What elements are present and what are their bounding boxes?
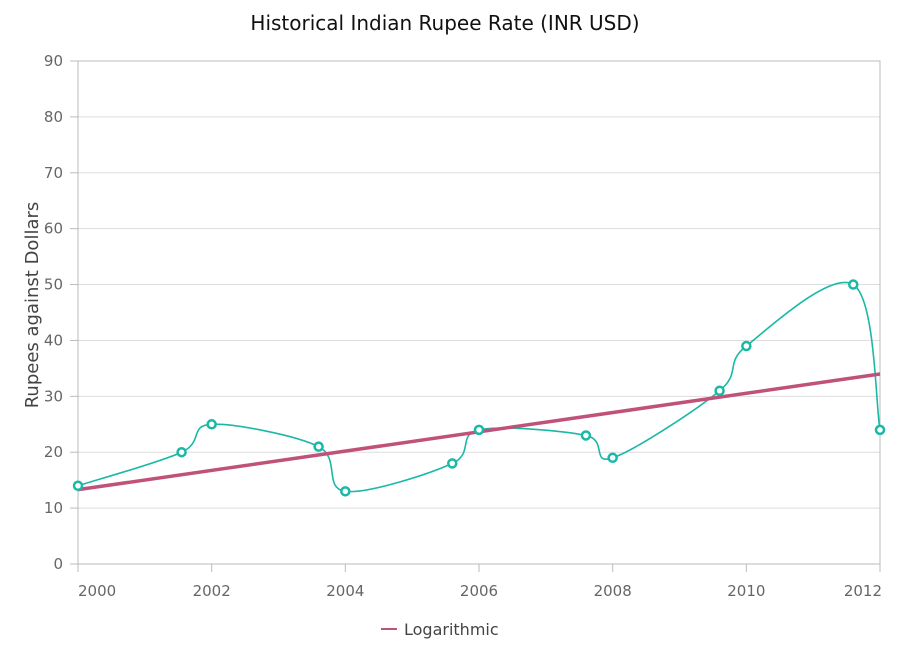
data-point[interactable] bbox=[848, 279, 859, 290]
data-point[interactable] bbox=[741, 340, 752, 352]
data-point[interactable] bbox=[176, 446, 187, 458]
y-tick-label: 90 bbox=[44, 52, 63, 70]
y-tick-label: 50 bbox=[44, 276, 63, 294]
x-tick-label: 2000 bbox=[78, 582, 116, 600]
x-tick-label: 2010 bbox=[727, 582, 765, 600]
x-axis-ticks: 2000 2002 2004 2006 2008 2010 2012 bbox=[77, 564, 882, 600]
data-point[interactable] bbox=[72, 480, 84, 492]
series-layer bbox=[77, 281, 881, 493]
data-point[interactable] bbox=[607, 452, 618, 464]
marker-layer bbox=[72, 279, 886, 497]
data-point[interactable] bbox=[473, 424, 485, 436]
y-tick-label: 70 bbox=[44, 164, 63, 182]
data-point[interactable] bbox=[313, 441, 324, 452]
data-point[interactable] bbox=[714, 385, 725, 396]
chart-title: Historical Indian Rupee Rate (INR USD) bbox=[250, 11, 639, 35]
data-point[interactable] bbox=[580, 430, 592, 441]
x-tick-label: 2012 bbox=[844, 582, 882, 600]
y-axis-ticks: 0 10 20 30 40 50 60 70 80 90 bbox=[44, 52, 78, 573]
data-point[interactable] bbox=[874, 424, 886, 436]
x-tick-label: 2008 bbox=[594, 582, 632, 600]
x-tick-label: 2004 bbox=[326, 582, 364, 600]
y-tick-label: 20 bbox=[44, 443, 63, 461]
y-tick-label: 10 bbox=[44, 499, 63, 517]
y-tick-label: 30 bbox=[44, 387, 63, 405]
y-axis-title: Rupees against Dollars bbox=[22, 202, 43, 409]
series-line bbox=[77, 281, 881, 493]
grid-lines bbox=[78, 116, 880, 509]
y-tick-label: 60 bbox=[44, 220, 63, 238]
plot-frame bbox=[77, 60, 881, 565]
y-tick-label: 80 bbox=[44, 108, 63, 126]
data-point[interactable] bbox=[340, 486, 351, 497]
y-tick-label: 0 bbox=[53, 555, 63, 573]
legend[interactable]: Logarithmic bbox=[381, 620, 499, 639]
data-point[interactable] bbox=[447, 458, 458, 469]
x-tick-label: 2006 bbox=[460, 582, 498, 600]
legend-label-logarithmic: Logarithmic bbox=[404, 620, 499, 639]
data-point[interactable] bbox=[206, 419, 217, 430]
y-tick-label: 40 bbox=[44, 331, 63, 349]
x-tick-label: 2002 bbox=[193, 582, 231, 600]
